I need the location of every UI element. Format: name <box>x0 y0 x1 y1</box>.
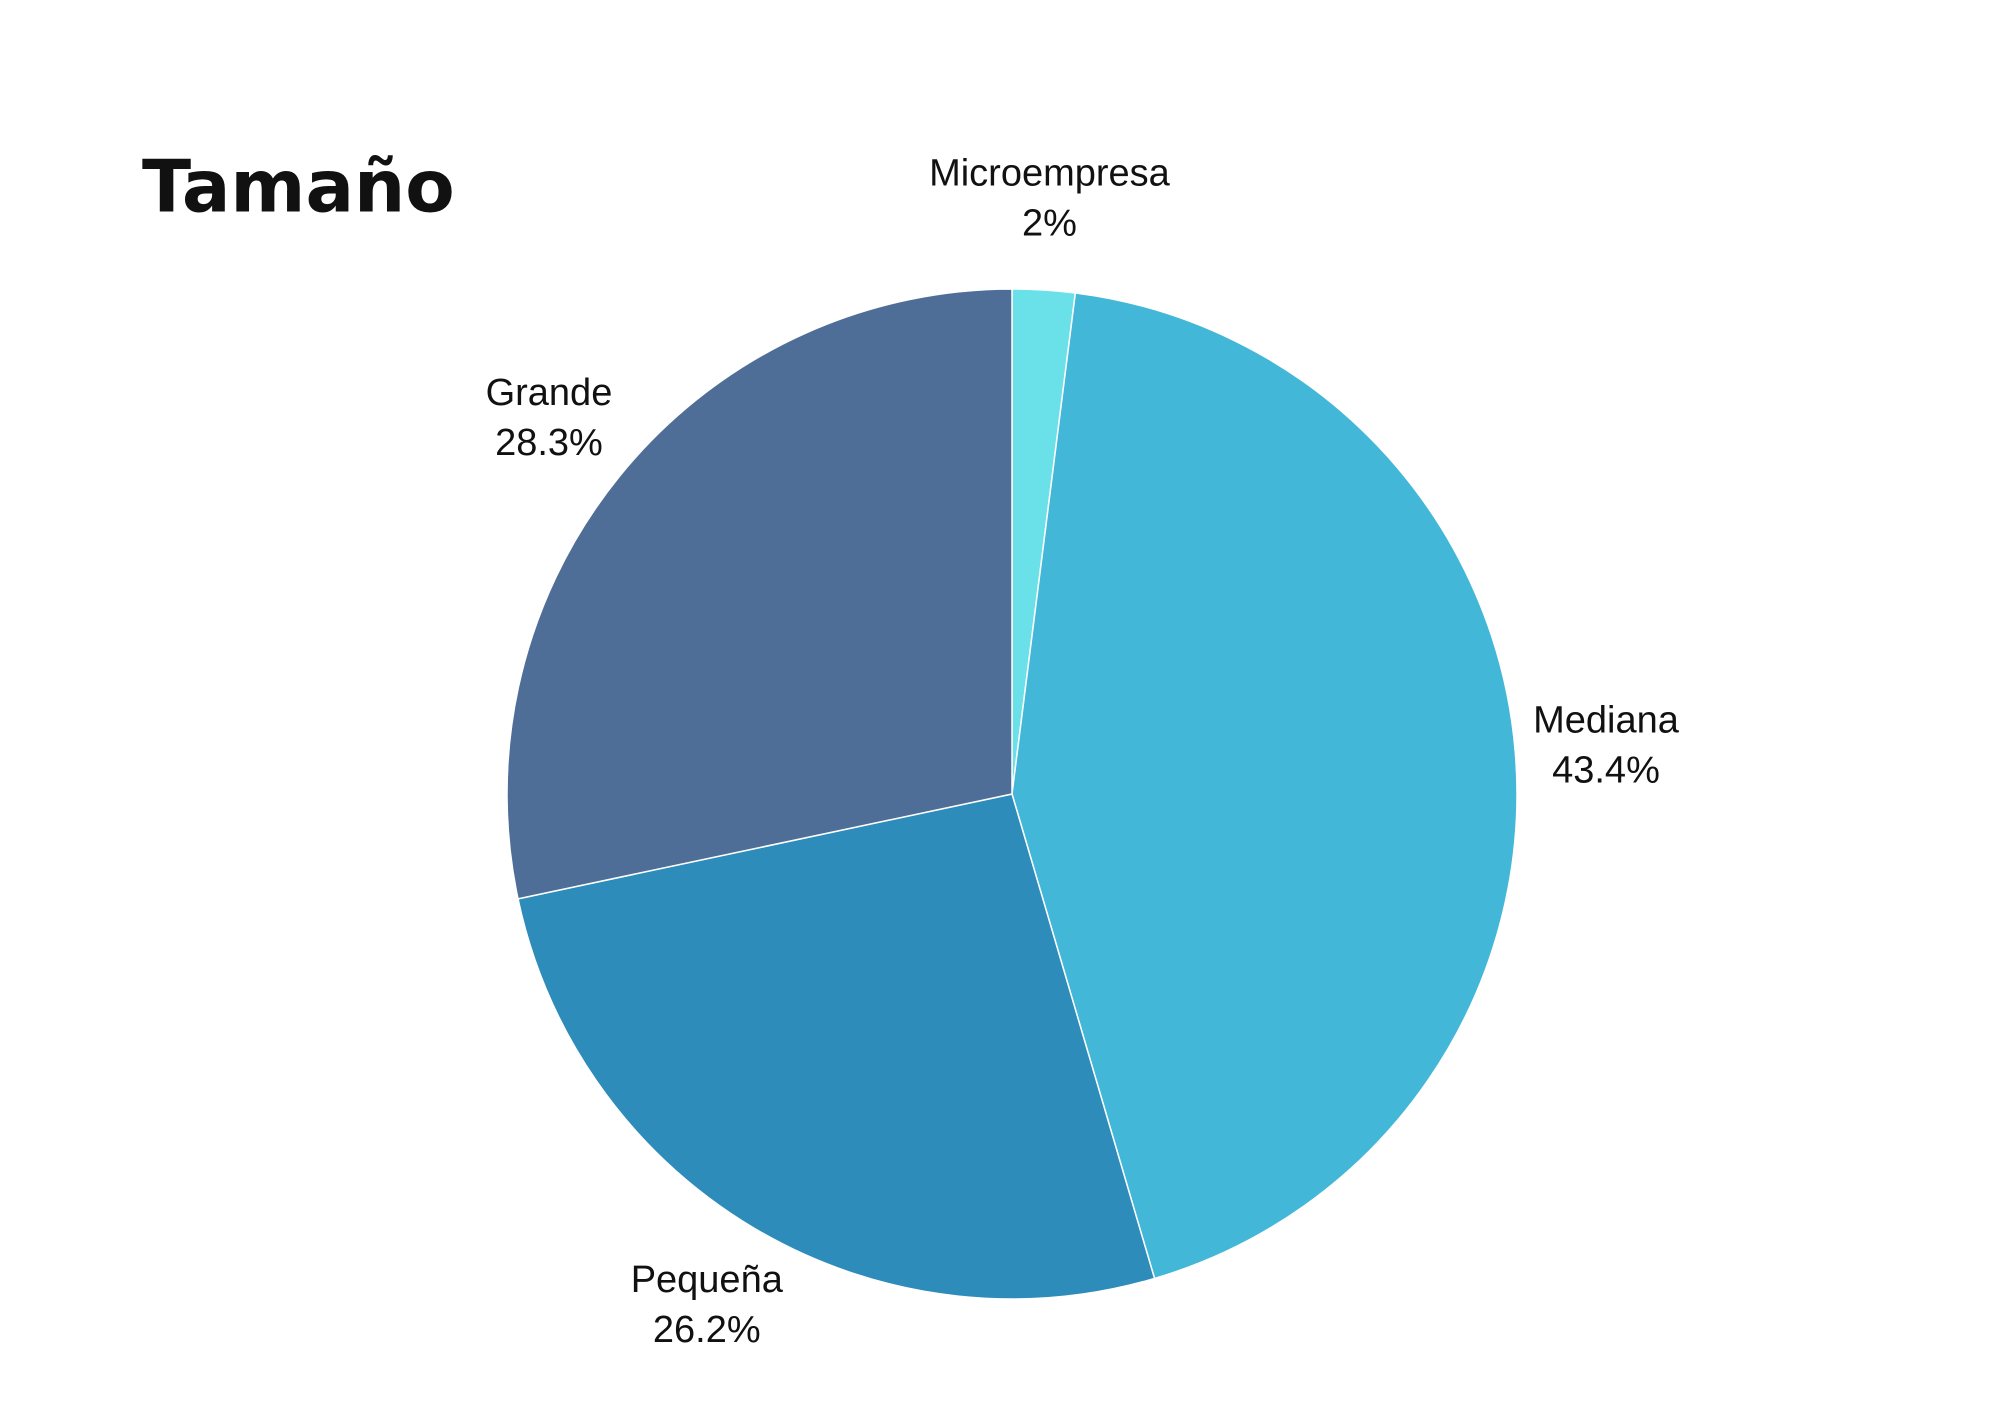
slice-label: Grande <box>486 372 613 414</box>
chart-title: Tamaño <box>142 145 455 229</box>
pie-slice <box>1011 292 1518 1280</box>
slice-label: Mediana <box>1533 699 1680 741</box>
pie-slice <box>517 793 1156 1300</box>
slice-label: Pequeña <box>631 1259 784 1301</box>
pie-slice <box>506 288 1013 900</box>
slice-label: Microempresa <box>929 152 1171 194</box>
value-label: 28.3% <box>495 422 603 464</box>
value-label: 43.4% <box>1552 749 1660 791</box>
value-label: 2% <box>1022 202 1077 244</box>
value-label: 26.2% <box>653 1309 761 1351</box>
